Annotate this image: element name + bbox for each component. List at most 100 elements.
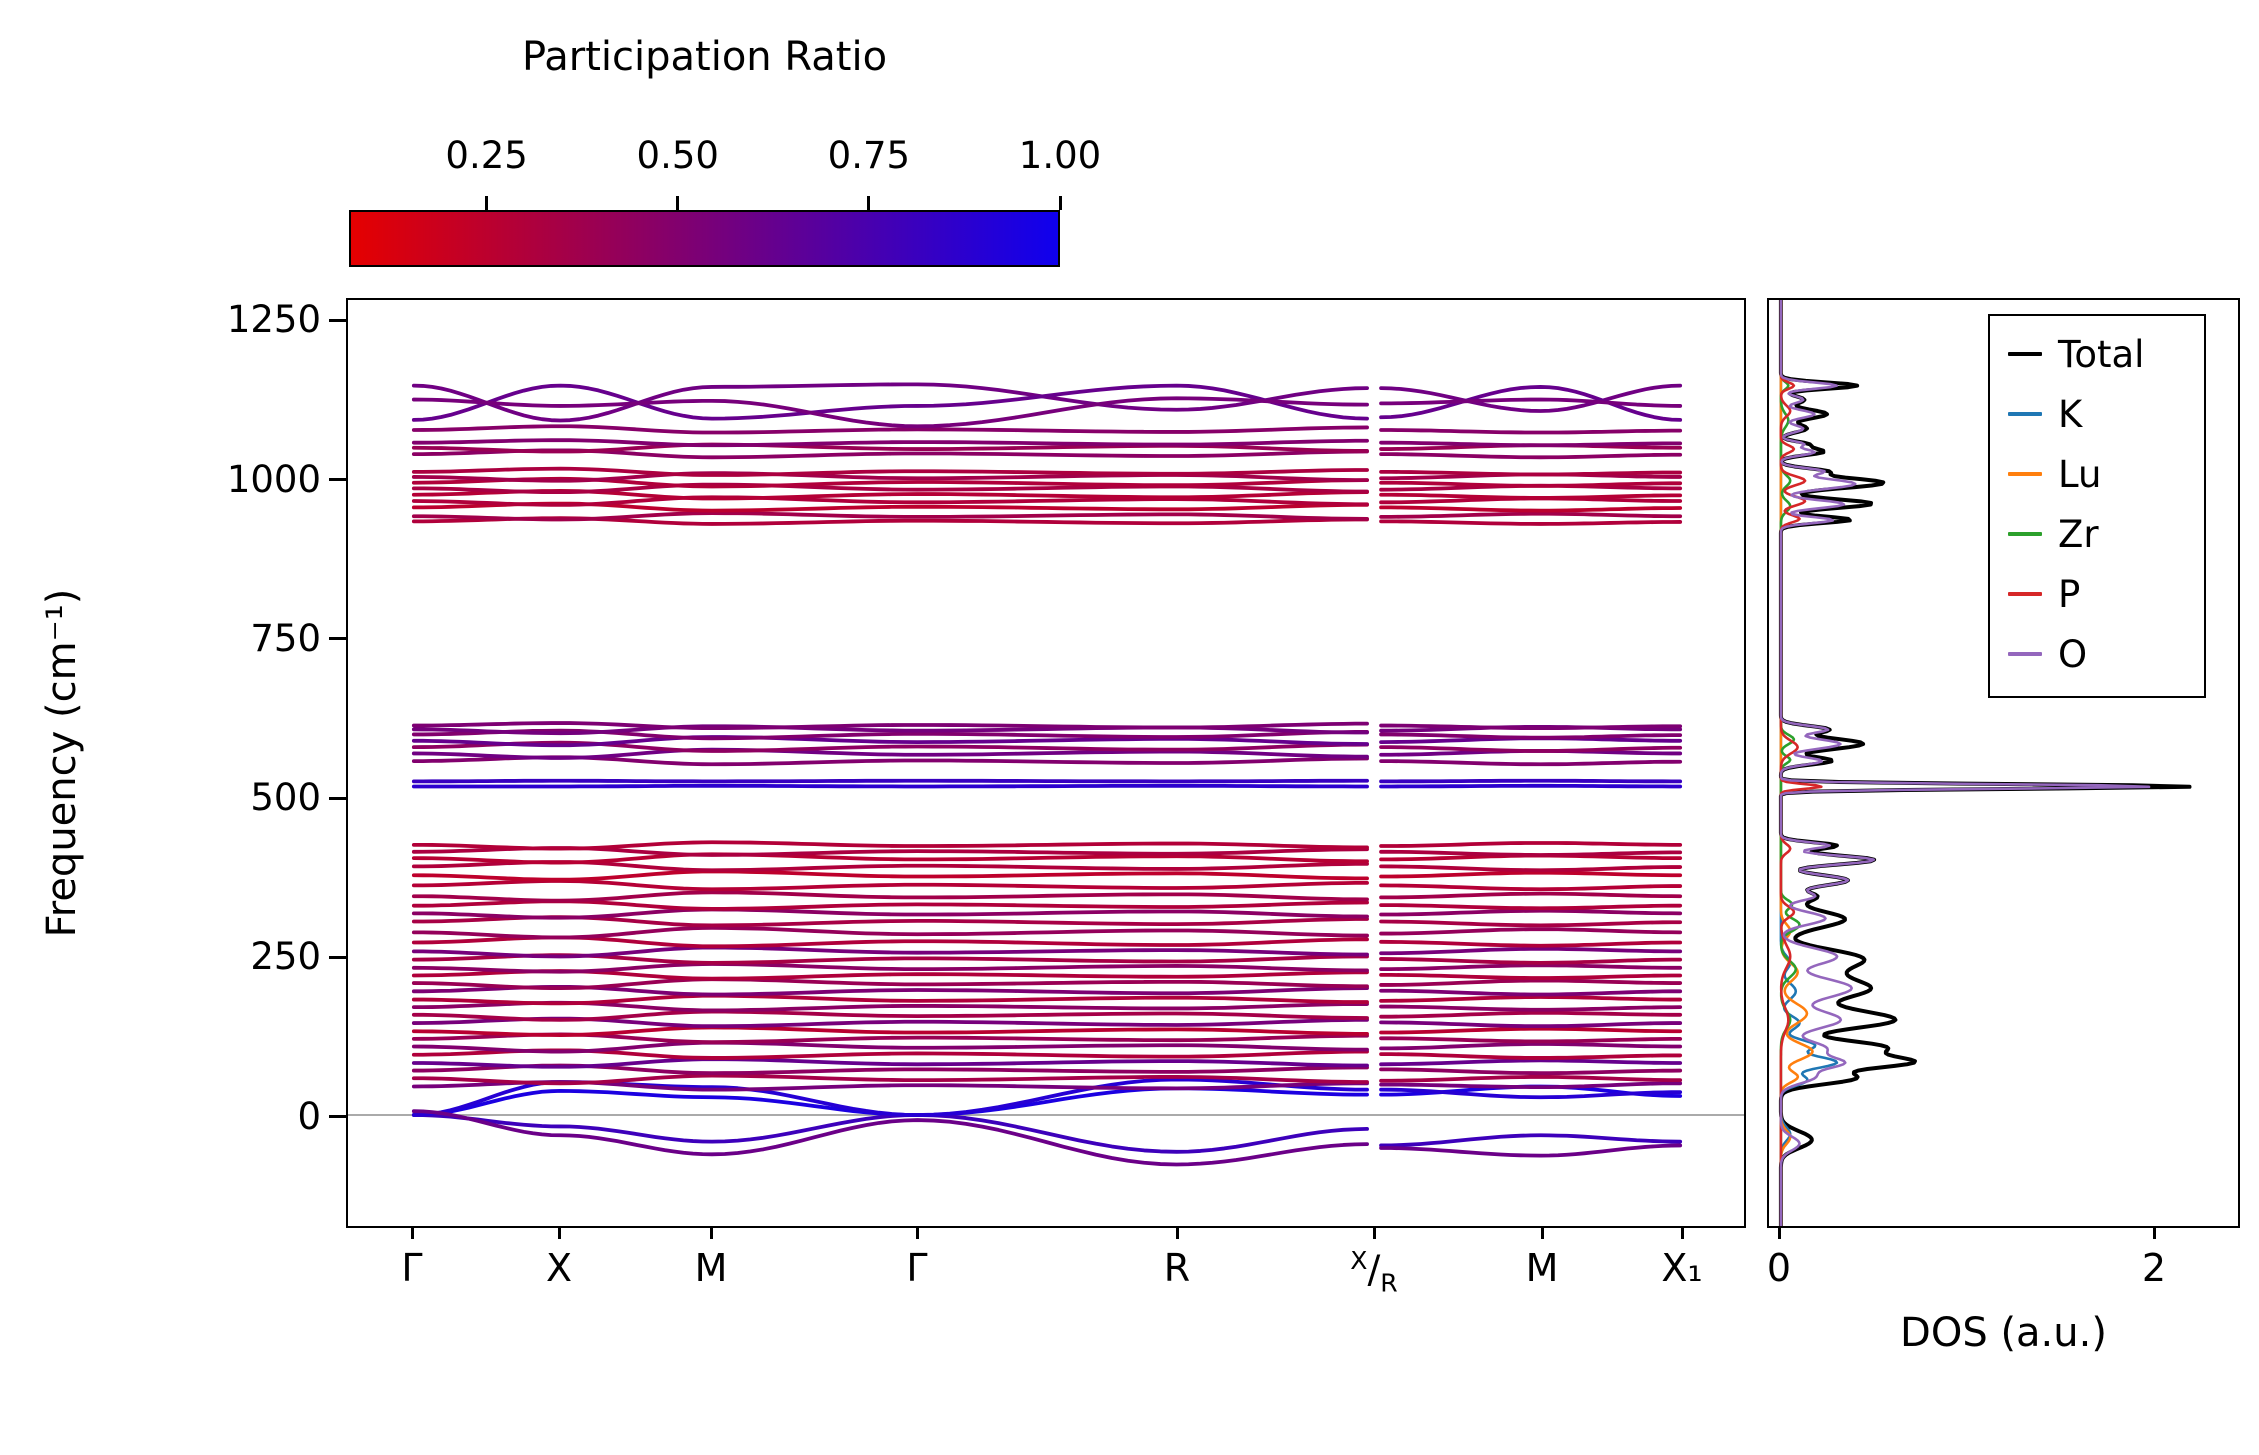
band-structure-panel	[346, 298, 1746, 1228]
frequency-tick-label: 0	[297, 1094, 321, 1138]
colorbar-tick	[1058, 196, 1062, 210]
phonon-band	[411, 438, 1369, 448]
kpoint-tick	[410, 1228, 414, 1239]
colorbar-title: Participation Ratio	[521, 34, 888, 80]
legend-label: Total	[2058, 332, 2145, 376]
frequency-tick	[329, 318, 346, 322]
phonon-band	[411, 869, 1369, 882]
phonon-band	[411, 1086, 1369, 1117]
kpoint-tick	[557, 1228, 561, 1239]
phonon-band	[1379, 519, 1683, 526]
phonon-band	[1379, 778, 1683, 784]
phonon-band	[1379, 1020, 1683, 1029]
legend-item-p: P	[2008, 564, 2182, 624]
dos-panel	[1767, 298, 2240, 1228]
phonon-band	[1379, 428, 1683, 435]
phonon-band	[411, 1057, 1369, 1069]
phonon-band	[411, 1025, 1369, 1038]
kpoint-label: X	[545, 1246, 573, 1290]
phonon-band	[1379, 383, 1683, 413]
dos-legend: Total K Lu Zr P O	[1988, 314, 2206, 698]
phonon-band	[1379, 1067, 1683, 1076]
phonon-band	[1379, 1075, 1683, 1083]
phonon-band	[411, 383, 1369, 422]
colorbar-tick-label: 0.50	[636, 134, 719, 177]
phonon-band	[1379, 1042, 1683, 1051]
phonon-band	[411, 1040, 1369, 1054]
phonon-band	[1379, 891, 1683, 900]
frequency-tick	[329, 1115, 346, 1119]
legend-swatch-zr	[2008, 532, 2042, 536]
phonon-band	[1379, 972, 1683, 980]
phonon-band	[1379, 397, 1683, 408]
phonon-band	[1379, 1036, 1683, 1044]
kpoint-tick	[1540, 1228, 1544, 1239]
dos-plot	[1778, 300, 2192, 1226]
phonon-band	[1379, 440, 1683, 448]
phonon-band	[1379, 946, 1683, 956]
frequency-tick-label: 250	[250, 935, 321, 979]
phonon-band	[1379, 1011, 1683, 1019]
legend-swatch-lu	[2008, 472, 2042, 476]
colorbar-tick	[676, 196, 680, 210]
colorbar-tick	[867, 196, 871, 210]
phonon-band	[411, 1113, 1369, 1154]
phonon-band	[411, 740, 1369, 753]
kpoint-label: R	[1163, 1246, 1191, 1290]
kpoint-label: X/R	[1350, 1246, 1398, 1298]
colorbar-tick-label: 0.25	[445, 134, 528, 177]
phonon-band	[411, 840, 1369, 851]
phonon-band	[1379, 939, 1683, 948]
phonon-band	[1379, 759, 1683, 767]
phonon-band	[1379, 783, 1683, 789]
phonon-band	[411, 728, 1369, 741]
phonon-band	[1379, 745, 1683, 753]
phonon-band	[1379, 903, 1683, 911]
phonon-band	[1379, 908, 1683, 917]
legend-swatch-o	[2008, 652, 2042, 656]
frequency-tick-label: 1000	[226, 457, 321, 501]
legend-item-lu: Lu	[2008, 444, 2182, 504]
phonon-band	[411, 890, 1369, 903]
phonon-band	[411, 735, 1369, 748]
dos-curve-p	[1779, 300, 1823, 1226]
band-structure-plot	[348, 382, 1744, 1167]
phonon-band	[411, 482, 1369, 495]
legend-label: P	[2058, 572, 2081, 616]
dos-tick	[1777, 1228, 1781, 1239]
dos-curve-o	[1779, 300, 2151, 1226]
frequency-tick-label: 500	[250, 776, 321, 820]
frequency-tick-label: 750	[250, 616, 321, 660]
legend-item-k: K	[2008, 384, 2182, 444]
kpoint-tick	[1680, 1228, 1684, 1239]
dos-tick-label: 2	[2141, 1246, 2167, 1290]
phonon-band	[411, 907, 1369, 920]
frequency-tick	[329, 478, 346, 482]
phonon-band	[1379, 1004, 1683, 1012]
kpoint-tick	[1175, 1228, 1179, 1239]
phonon-band	[411, 511, 1369, 522]
phonon-band	[411, 382, 1369, 423]
legend-label: Zr	[2058, 512, 2099, 556]
phonon-band	[411, 945, 1369, 959]
legend-swatch-k	[2008, 412, 2042, 416]
phonon-band	[411, 747, 1369, 760]
phonon-band	[1379, 1143, 1683, 1158]
kpoint-label: X₁	[1661, 1246, 1703, 1290]
phonon-band	[1379, 849, 1683, 857]
frequency-axis-label: Frequency (cm⁻¹)	[39, 588, 85, 938]
kpoint-label: M	[694, 1246, 728, 1290]
phonon-band	[1379, 978, 1683, 987]
legend-item-o: O	[2008, 624, 2182, 684]
phonon-band	[411, 962, 1369, 974]
kpoint-label: M	[1525, 1246, 1559, 1290]
kpoint-tick	[709, 1228, 713, 1239]
dos-tick	[2152, 1228, 2156, 1239]
legend-item-total: Total	[2008, 324, 2182, 384]
phonon-band	[1379, 1133, 1683, 1148]
phonon-band	[411, 495, 1369, 507]
phonon-band	[411, 977, 1369, 991]
phonon-band	[1379, 1052, 1683, 1060]
phonon-band	[411, 925, 1369, 940]
phonon-band	[1379, 492, 1683, 500]
